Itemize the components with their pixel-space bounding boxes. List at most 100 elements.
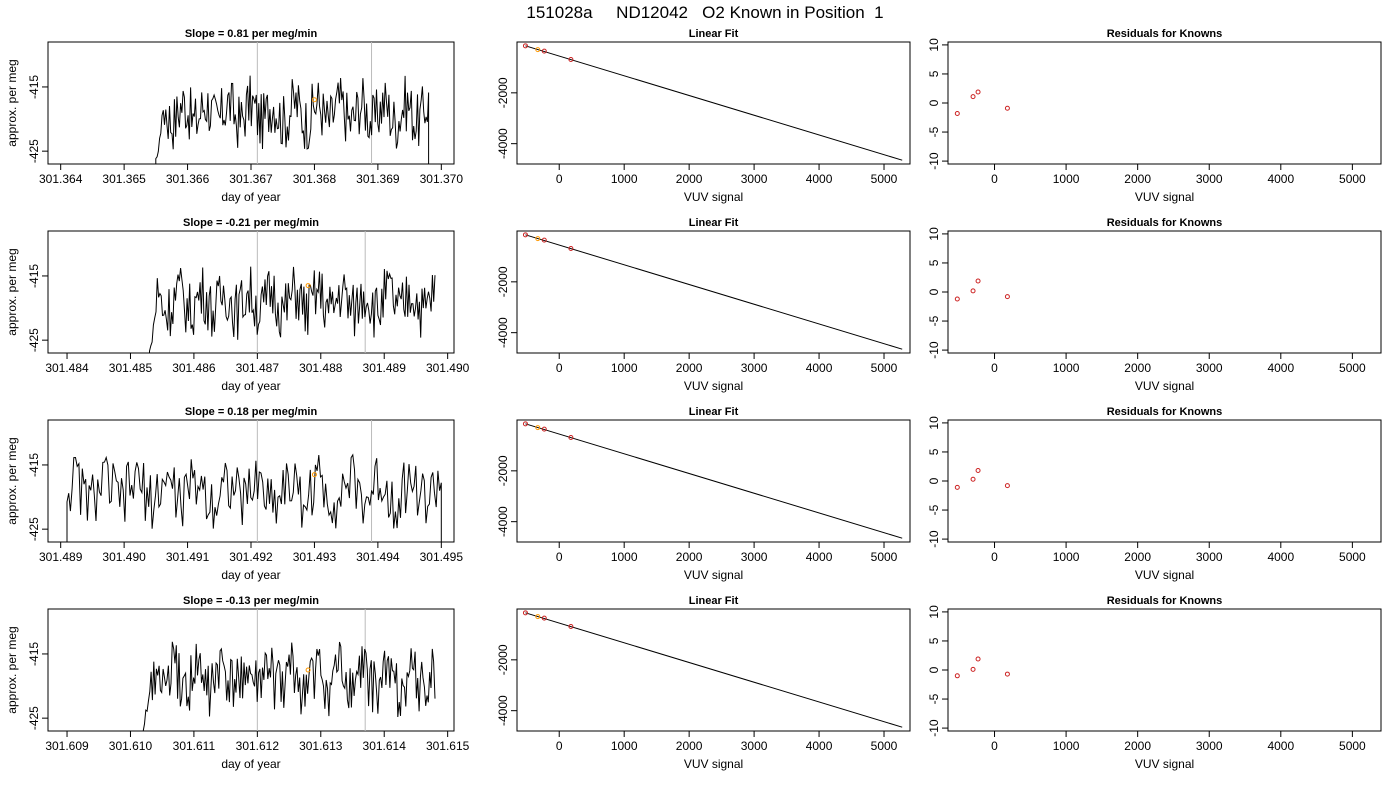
x-tick-label: 301.614 [363, 739, 407, 753]
plot-frame [947, 608, 1382, 732]
y-tick-label: 0 [927, 477, 941, 484]
plot-frame [947, 41, 1382, 165]
y-tick-label: 5 [927, 70, 941, 77]
x-tick-label: 0 [556, 550, 563, 564]
x-tick-label: 2000 [676, 739, 703, 753]
residual-point [954, 110, 960, 116]
x-tick-label: 301.609 [45, 739, 89, 753]
x-tick-label: 3000 [1196, 361, 1223, 375]
x-tick-label: 2000 [676, 361, 703, 375]
x-tick-label: 4000 [806, 172, 833, 186]
x-axis-label: day of year [221, 568, 280, 582]
x-tick-label: 3000 [741, 361, 768, 375]
x-tick-label: 2000 [1124, 739, 1151, 753]
plot-frame [47, 230, 455, 354]
x-tick-label: 301.367 [229, 172, 273, 186]
panel-10: Slope = -0.13 per meg/min 301.609 301.610 3… [5, 595, 470, 771]
panel-12: Residuals for Knowns 0 1000 2000 3000 4000 500… [927, 595, 1382, 771]
y-tick-label: -10 [927, 341, 941, 359]
residual-point [954, 673, 960, 679]
x-tick-label: 0 [991, 550, 998, 564]
x-tick-label: 1000 [1053, 361, 1080, 375]
x-tick-label: 4000 [806, 361, 833, 375]
y-tick-label: 10 [927, 605, 941, 619]
x-tick-label: 301.369 [356, 172, 400, 186]
y-axis-label: approx. per meg [5, 626, 19, 713]
residual-point [970, 288, 976, 294]
x-axis-label: VUV signal [1135, 190, 1194, 204]
panel-7: Slope = 0.18 per meg/min 301.489 301.490 30… [5, 406, 463, 582]
residual-point [1004, 294, 1010, 300]
y-tick-label: 10 [927, 416, 941, 430]
panel-title: Residuals for Knowns [1107, 406, 1223, 418]
x-tick-label: 0 [556, 172, 563, 186]
residual-point [954, 484, 960, 490]
data-trace [142, 641, 436, 732]
x-tick-label: 4000 [1267, 361, 1294, 375]
figure-title: 151028a ND12042 O2 Known in Position 1 [526, 3, 883, 22]
data-trace [155, 75, 430, 164]
fit-point [522, 232, 528, 238]
residual-point [975, 278, 981, 284]
x-axis-label: day of year [221, 379, 280, 393]
y-tick-label: -5 [927, 693, 941, 704]
x-tick-label: 2000 [1124, 172, 1151, 186]
plot-frame [516, 608, 911, 732]
x-tick-label: 0 [991, 172, 998, 186]
x-tick-label: 301.487 [236, 361, 280, 375]
x-tick-label: 3000 [1196, 739, 1223, 753]
y-tick-label: -425 [27, 517, 41, 541]
x-tick-label: 5000 [1339, 739, 1366, 753]
fit-point [535, 614, 541, 620]
known-marker [311, 472, 317, 478]
x-tick-label: 2000 [1124, 550, 1151, 564]
y-tick-label: -5 [927, 315, 941, 326]
panel-title: Linear Fit [689, 406, 739, 418]
panel-title: Slope = -0.13 per meg/min [183, 595, 319, 607]
x-tick-label: 5000 [1339, 172, 1366, 186]
x-tick-label: 301.489 [363, 361, 407, 375]
x-tick-label: 301.494 [356, 550, 400, 564]
data-trace [66, 453, 442, 542]
y-tick-label: -5 [927, 126, 941, 137]
x-tick-label: 5000 [871, 361, 898, 375]
panels: Slope = 0.81 per meg/min 301.364 301.365 30… [5, 28, 1382, 771]
x-tick-label: 301.615 [426, 739, 470, 753]
x-tick-label: 301.370 [420, 172, 464, 186]
y-axis-label: approx. per meg [5, 59, 19, 146]
x-tick-label: 1000 [1053, 172, 1080, 186]
panel-title: Slope = 0.18 per meg/min [185, 406, 318, 418]
y-tick-label: -4000 [496, 506, 510, 537]
x-tick-label: 5000 [871, 172, 898, 186]
y-tick-label: -415 [27, 264, 41, 288]
x-axis-label: VUV signal [684, 190, 743, 204]
x-tick-label: 0 [991, 739, 998, 753]
fit-point [541, 426, 547, 432]
panel-1: Slope = 0.81 per meg/min 301.364 301.365 30… [5, 28, 463, 204]
plot-frame [947, 419, 1382, 543]
fit-point [535, 236, 541, 242]
x-tick-label: 1000 [611, 361, 638, 375]
x-tick-label: 5000 [871, 550, 898, 564]
x-tick-label: 301.610 [109, 739, 153, 753]
x-tick-label: 301.492 [229, 550, 273, 564]
y-tick-label: 0 [927, 99, 941, 106]
panel-title: Linear Fit [689, 595, 739, 607]
x-tick-label: 0 [556, 739, 563, 753]
x-tick-label: 4000 [806, 739, 833, 753]
panel-5: Linear Fit 0 1000 2000 3000 4000 5000 -2000 -400… [496, 217, 911, 393]
residual-point [1004, 483, 1010, 489]
x-tick-label: 5000 [1339, 361, 1366, 375]
plot-frame [516, 41, 911, 165]
fit-point [522, 421, 528, 427]
x-tick-label: 301.365 [102, 172, 146, 186]
y-tick-label: -415 [27, 75, 41, 99]
x-tick-label: 2000 [676, 172, 703, 186]
x-tick-label: 1000 [1053, 739, 1080, 753]
y-tick-label: -4000 [496, 128, 510, 159]
residual-point [1004, 671, 1010, 677]
panel-11: Linear Fit 0 1000 2000 3000 4000 5000 -2000 -400… [496, 595, 911, 771]
x-tick-label: 1000 [1053, 550, 1080, 564]
x-axis-label: VUV signal [1135, 379, 1194, 393]
